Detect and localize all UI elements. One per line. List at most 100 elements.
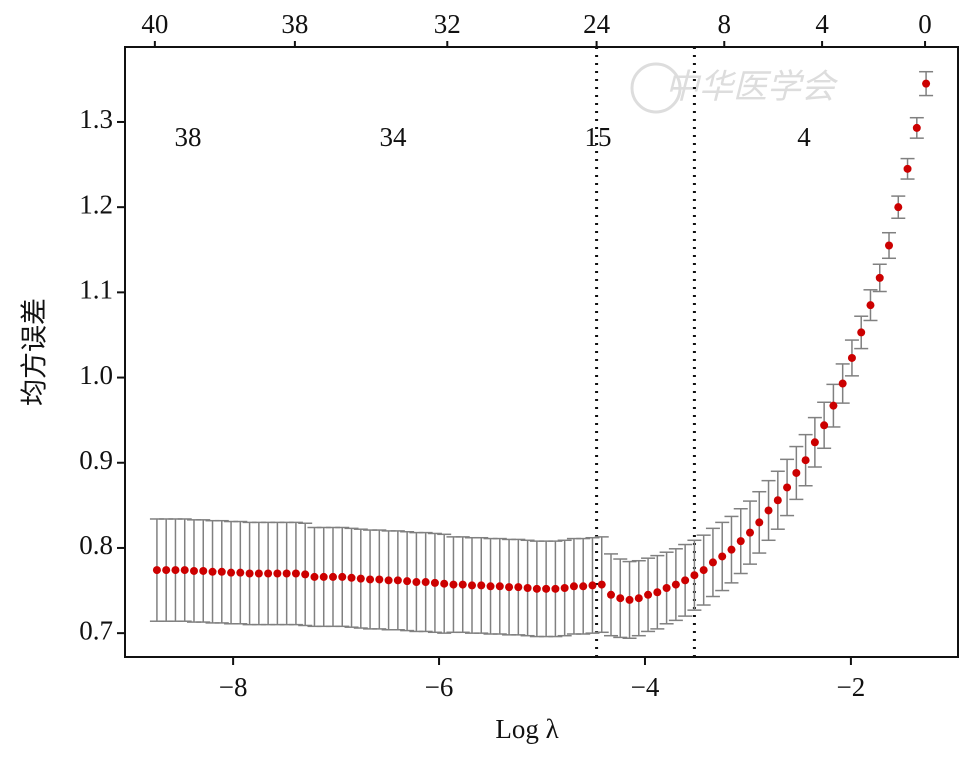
point (449, 580, 458, 589)
point (486, 582, 495, 591)
point (273, 569, 282, 578)
point (347, 573, 356, 582)
point (328, 572, 337, 581)
y-tick-label: 0.8 (79, 530, 113, 560)
point (699, 566, 708, 575)
point (653, 588, 662, 597)
y-axis-label: 均方误差 (20, 298, 51, 406)
point (523, 583, 532, 592)
point (801, 456, 810, 465)
point (569, 582, 578, 591)
point (375, 575, 384, 584)
point (597, 580, 606, 589)
point (885, 241, 894, 250)
annotation: 15 (585, 122, 612, 152)
point (291, 569, 300, 578)
point (588, 581, 597, 590)
point (551, 584, 560, 593)
plot-frame (124, 46, 959, 658)
watermark: 中华医学会 (665, 69, 839, 106)
point (162, 566, 171, 575)
point (857, 328, 866, 337)
point (875, 273, 884, 282)
point (338, 572, 347, 581)
point (783, 483, 792, 492)
point (820, 421, 829, 430)
point (894, 203, 903, 212)
point (773, 496, 782, 505)
top-tick-label: 0 (918, 9, 932, 39)
point (690, 571, 699, 580)
point (319, 572, 328, 581)
point (681, 576, 690, 585)
point (477, 581, 486, 590)
top-tick-label: 8 (718, 9, 732, 39)
point (625, 595, 634, 604)
y-tick-label: 1.1 (79, 275, 113, 305)
top-tick-label: 24 (583, 9, 611, 39)
x-axis-label: Log λ (495, 714, 558, 744)
point (254, 569, 263, 578)
point (634, 594, 643, 603)
top-tick-label: 4 (815, 9, 829, 39)
x-tick-label: −8 (219, 672, 248, 702)
annotation: 34 (380, 122, 408, 152)
point (180, 566, 189, 575)
point (282, 569, 291, 578)
point (847, 353, 856, 362)
point (746, 528, 755, 537)
point (310, 572, 319, 581)
annotation: 4 (797, 122, 811, 152)
point (912, 123, 921, 132)
point (199, 566, 208, 575)
y-tick-label: 1.0 (79, 360, 113, 390)
top-tick-label: 40 (141, 9, 168, 39)
point (838, 379, 847, 388)
point (810, 438, 819, 447)
point (922, 79, 931, 88)
point (236, 568, 245, 577)
point (301, 570, 310, 579)
y-tick-label: 0.7 (79, 615, 113, 645)
point (152, 566, 161, 575)
point (727, 545, 736, 554)
point (708, 558, 717, 567)
y-tick-label: 1.3 (79, 104, 113, 134)
point (403, 577, 412, 586)
point (430, 578, 439, 587)
x-tick-label: −6 (425, 672, 454, 702)
point (264, 569, 273, 578)
point (662, 583, 671, 592)
x-tick-label: −4 (631, 672, 660, 702)
point (189, 566, 198, 575)
point (458, 580, 467, 589)
point (764, 506, 773, 515)
point (171, 566, 180, 575)
point (505, 583, 514, 592)
point (393, 576, 402, 585)
point (903, 164, 912, 173)
point (644, 590, 653, 599)
point (217, 567, 226, 576)
point (440, 579, 449, 588)
point (356, 574, 365, 583)
point (495, 582, 504, 591)
point (227, 568, 236, 577)
top-tick-label: 32 (434, 9, 461, 39)
point (866, 301, 875, 310)
point (384, 576, 393, 585)
point (421, 578, 430, 587)
point (514, 583, 523, 592)
point (412, 578, 421, 587)
point (718, 552, 727, 561)
point (829, 401, 838, 410)
point (736, 537, 745, 546)
point (532, 584, 541, 593)
point (792, 468, 801, 477)
point (607, 590, 616, 599)
point (755, 518, 764, 527)
y-tick-label: 0.9 (79, 445, 113, 475)
point (616, 594, 625, 603)
point (542, 584, 551, 593)
